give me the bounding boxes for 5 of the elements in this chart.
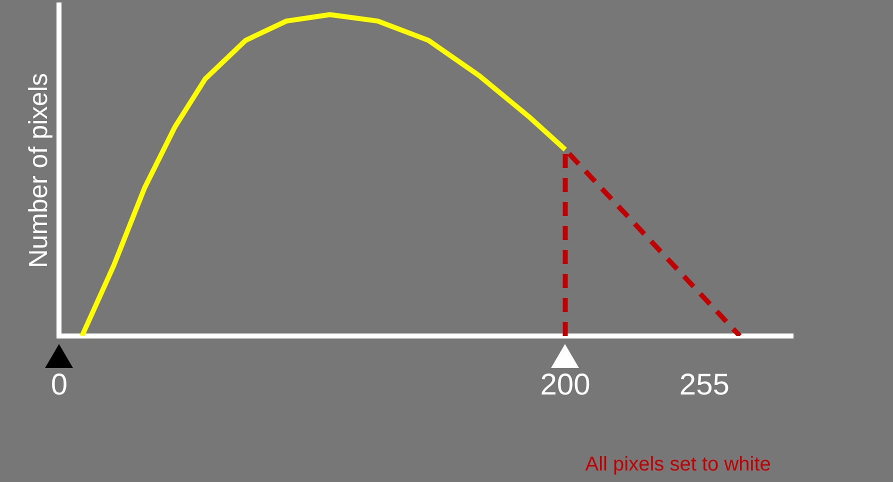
- text: All pixels set to white: [585, 454, 771, 476]
- x-tick-label: 200: [540, 368, 590, 402]
- x-tick-label: 255: [679, 368, 730, 402]
- x-tick-label: 0: [50, 368, 68, 402]
- y-axis-title: Number of pixels: [22, 72, 53, 268]
